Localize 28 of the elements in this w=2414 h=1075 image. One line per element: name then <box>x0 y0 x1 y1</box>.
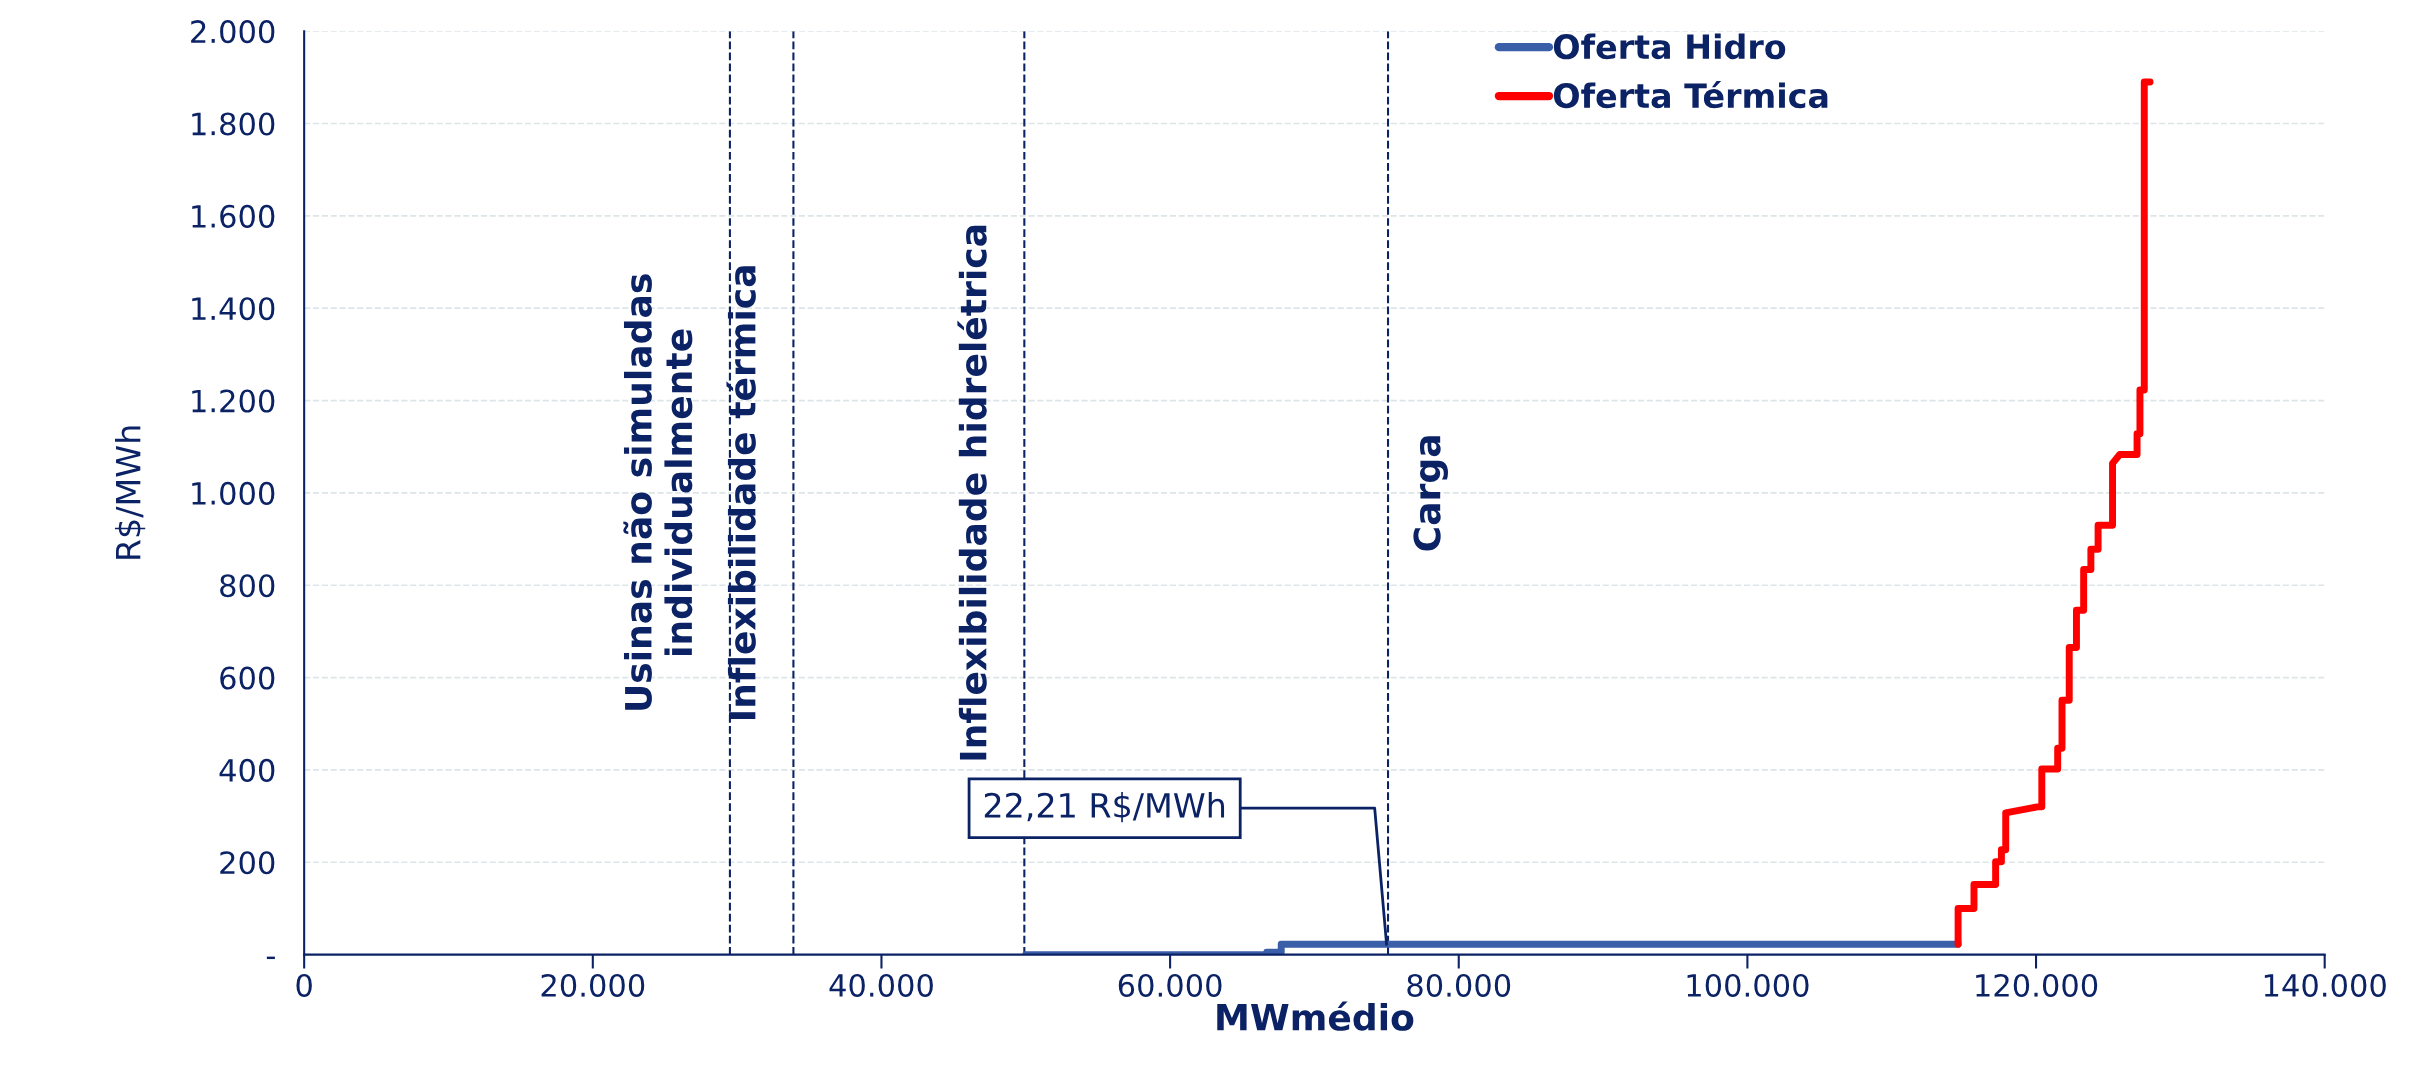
y-tick-label: 1.800 <box>192 112 275 136</box>
legend-label: Oferta Hidro <box>1553 33 1786 60</box>
x-tick-label: 60.000 <box>1118 973 1222 997</box>
x-tick-label: 0 <box>296 973 312 997</box>
y-tick-label: 1.400 <box>192 297 275 321</box>
legend-label: Oferta Térmica <box>1553 81 1828 109</box>
x-tick-label: 80.000 <box>1407 973 1511 997</box>
ref-line-label: Carga <box>1413 436 1448 551</box>
x-tick-label: 40.000 <box>829 973 933 997</box>
y-tick-label: 1.000 <box>192 481 275 505</box>
ref-line-label: Inflexibilidade térmica <box>726 266 756 719</box>
y-tick-label: - <box>266 956 275 960</box>
ref-line-label: Inflexibilidade hidrelétrica <box>957 225 987 760</box>
x-tick-label: 140.000 <box>2264 973 2386 997</box>
y-tick-label: 400 <box>219 758 275 782</box>
ref-line-label: Usinas não simuladas individualmente <box>623 274 693 710</box>
y-tick-label: 200 <box>220 851 275 875</box>
x-tick-label: 20.000 <box>541 973 645 997</box>
y-tick-label: 600 <box>220 666 275 690</box>
x-tick-label: 100.000 <box>1687 973 1809 997</box>
y-tick-label: 1.200 <box>192 389 275 413</box>
y-tick-label: 2.000 <box>191 20 275 44</box>
annotation: 22,21 R$/MWh <box>984 792 1225 823</box>
x-axis-title: MWmédio <box>1217 1001 1414 1031</box>
y-axis-title: R$/MWh <box>114 426 146 559</box>
y-tick-label: 1.600 <box>192 204 275 228</box>
x-tick-label: 120.000 <box>1976 973 2098 997</box>
y-tick-label: 800 <box>220 574 275 598</box>
